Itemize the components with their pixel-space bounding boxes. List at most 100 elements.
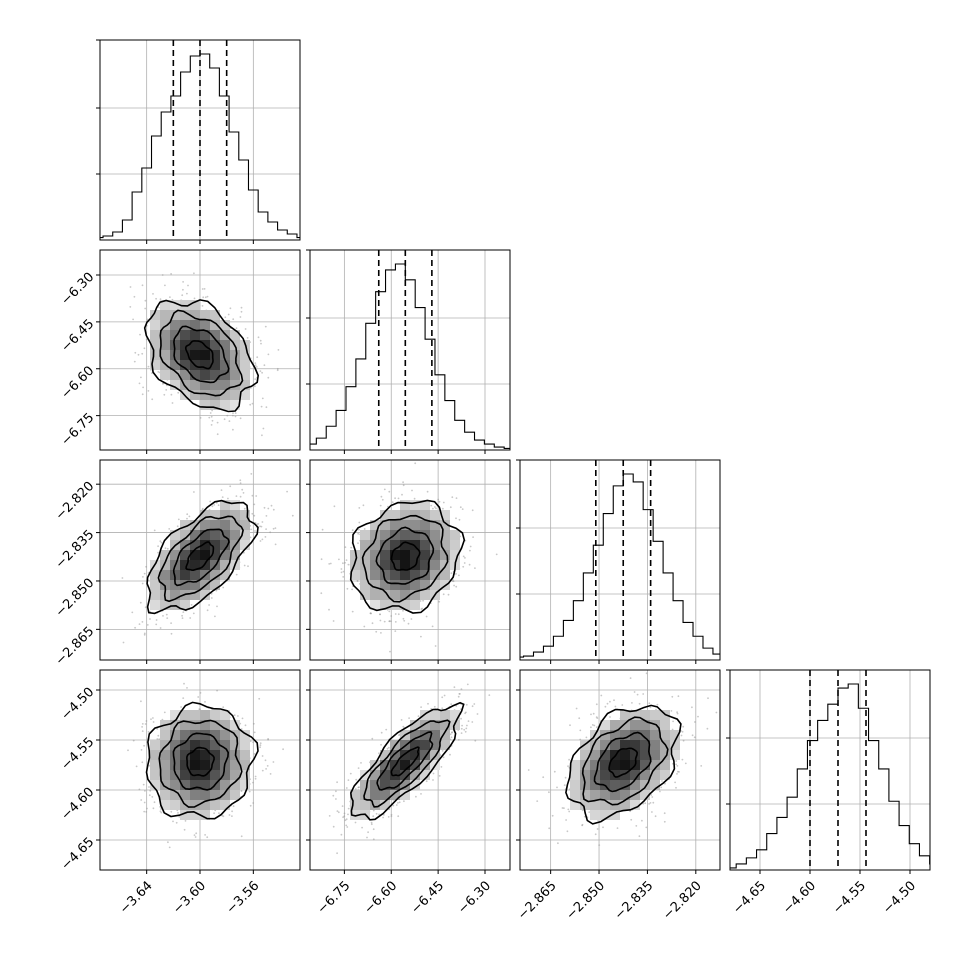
density-cell: [360, 560, 370, 570]
density-cell: [450, 540, 460, 550]
sample-point: [170, 273, 173, 275]
sample-point: [259, 742, 262, 745]
sample-point: [167, 841, 169, 844]
sample-point: [378, 813, 380, 816]
sample-point: [460, 732, 463, 734]
density-cell: [220, 540, 230, 550]
sample-point: [450, 703, 453, 705]
density-cell: [210, 580, 220, 590]
sample-point: [251, 494, 254, 497]
sample-point: [344, 546, 347, 549]
sample-point: [345, 818, 348, 820]
density-cell: [240, 740, 250, 750]
density-cell: [220, 360, 230, 370]
density-cell: [420, 590, 430, 600]
sample-point: [465, 711, 467, 714]
sample-point: [240, 728, 243, 730]
sample-point: [199, 708, 202, 711]
sample-point: [397, 815, 400, 818]
density-cell: [410, 580, 420, 590]
sample-point: [291, 514, 294, 517]
sample-point: [232, 805, 235, 808]
sample-point: [349, 772, 352, 775]
density-cell: [160, 560, 170, 570]
sample-point: [177, 518, 180, 521]
density-cell: [170, 530, 180, 540]
sample-point: [390, 620, 392, 623]
sample-point: [134, 626, 137, 629]
sample-point: [340, 833, 343, 836]
sample-point: [397, 613, 400, 616]
sample-point: [160, 541, 163, 544]
density-cell: [170, 580, 180, 590]
density-cell: [150, 750, 160, 760]
density-cell: [190, 570, 200, 580]
sample-point: [469, 549, 471, 552]
density-cell: [190, 520, 200, 530]
sample-point: [234, 415, 237, 418]
density-cell: [410, 600, 420, 610]
sample-point: [254, 364, 257, 366]
sample-point: [151, 796, 154, 798]
density-cell: [200, 790, 210, 800]
sample-point: [390, 813, 393, 816]
sample-point: [402, 481, 404, 484]
sample-point: [455, 573, 457, 575]
sample-point: [347, 779, 350, 781]
contour-line: [172, 528, 230, 587]
density-cell: [400, 560, 410, 570]
sample-point: [249, 536, 252, 539]
sample-point: [193, 272, 195, 275]
sample-point: [141, 621, 144, 623]
density-cell: [200, 750, 210, 760]
sample-point: [451, 731, 453, 734]
density-cell: [370, 590, 380, 600]
sample-point: [140, 799, 143, 801]
sample-point: [463, 562, 466, 564]
density-cell: [420, 580, 430, 590]
sample-point: [466, 683, 469, 686]
sample-point: [382, 816, 384, 819]
sample-point: [213, 812, 216, 815]
density-cell: [180, 350, 190, 360]
density-cell: [370, 580, 380, 590]
density-cell: [210, 550, 220, 560]
density-cell: [170, 710, 180, 720]
density-cell: [200, 540, 210, 550]
density-cell: [370, 520, 380, 530]
density-cell: [200, 720, 210, 730]
density-cell: [190, 390, 200, 400]
density-cell: [400, 520, 410, 530]
sample-point: [449, 506, 452, 509]
density-cell: [190, 350, 200, 360]
histogram-outline: [520, 473, 720, 658]
sample-point: [195, 832, 198, 835]
density-cell: [180, 730, 190, 740]
density-cell: [150, 590, 160, 600]
sample-point: [358, 528, 360, 531]
sample-point: [218, 812, 220, 814]
sample-point: [460, 688, 463, 690]
sample-point: [258, 697, 261, 700]
sample-point: [145, 720, 148, 722]
sample-point: [145, 811, 148, 813]
sample-point: [213, 504, 216, 506]
density-cell: [400, 550, 410, 560]
sample-point: [366, 836, 368, 839]
density-cell: [240, 760, 250, 770]
density-cell: [380, 510, 390, 520]
sample-point: [150, 718, 152, 721]
density-cell: [180, 600, 190, 610]
density-cell: [240, 730, 250, 740]
density-cell: [200, 710, 210, 720]
sample-point: [394, 621, 397, 623]
sample-point: [204, 701, 206, 703]
sample-point: [144, 307, 147, 310]
sample-point: [186, 513, 189, 516]
sample-point: [402, 484, 405, 487]
density-cell: [210, 740, 220, 750]
density-cell: [190, 590, 200, 600]
sample-point: [210, 424, 213, 426]
sample-point: [266, 765, 269, 767]
sample-point: [202, 296, 205, 299]
